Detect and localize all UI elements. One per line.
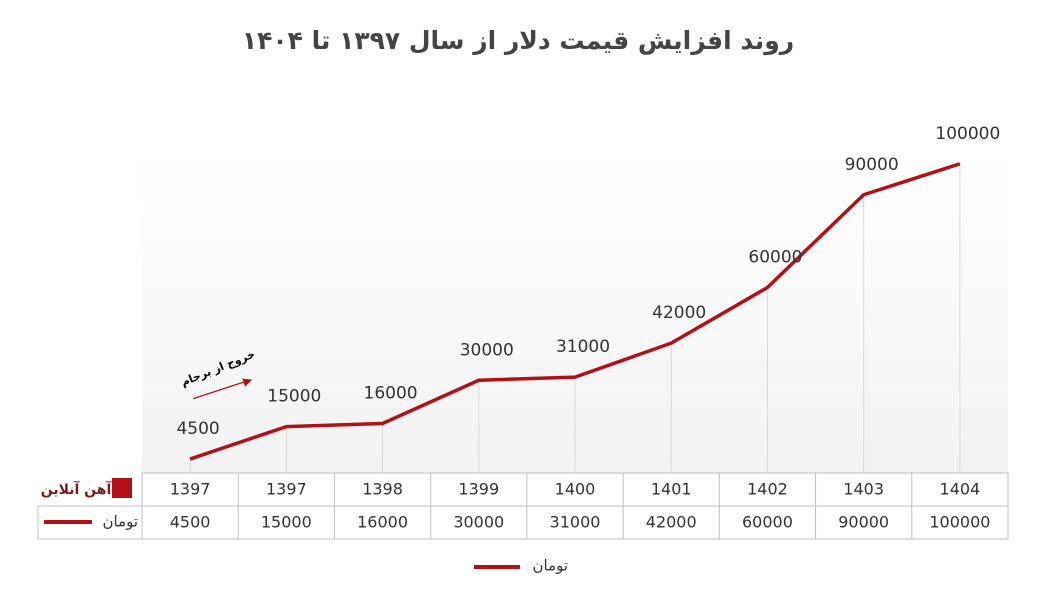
logo-icon	[112, 478, 132, 498]
table-category: 1397	[170, 480, 211, 499]
table-category: 1402	[747, 480, 788, 499]
table-value: 42000	[646, 513, 697, 532]
line	[189, 162, 961, 461]
table-value: 15000	[261, 513, 312, 532]
table-category: 1398	[362, 480, 403, 499]
table-value: 30000	[453, 513, 504, 532]
data-label: 16000	[364, 384, 418, 404]
data-label: 4500	[176, 419, 219, 439]
table-category: 1401	[651, 480, 692, 499]
table-border	[37, 505, 143, 540]
table-series-name: تومان	[102, 513, 138, 531]
data-label: 30000	[460, 340, 514, 360]
table-value: 31000	[550, 513, 601, 532]
legend-label: تومان	[532, 557, 568, 575]
table-value: 4500	[170, 513, 211, 532]
data-label: 100000	[935, 124, 1000, 144]
data-label: 42000	[652, 303, 706, 323]
annotation-arrow	[193, 380, 249, 400]
table-category: 1397	[266, 480, 307, 499]
chart-title: روند افزایش قیمت دلار از سال ۱۳۹۷ تا ۱۴۰…	[242, 26, 794, 56]
table-category: 1400	[555, 480, 596, 499]
data-label: 60000	[748, 248, 802, 268]
table-category: 1399	[458, 480, 499, 499]
table-value: 100000	[929, 513, 990, 532]
table-category: 1404	[940, 480, 981, 499]
logo: آهن آنلاین	[41, 478, 132, 498]
annotation-arrowhead	[242, 378, 253, 387]
data-label: 15000	[267, 387, 321, 407]
data-label: 31000	[556, 337, 610, 357]
data-label: 90000	[845, 155, 899, 175]
logo-text: آهن آنلاین	[41, 480, 113, 498]
table-value: 60000	[742, 513, 793, 532]
table-category: 1403	[843, 480, 884, 499]
table-value: 90000	[838, 513, 889, 532]
table-value: 16000	[357, 513, 408, 532]
